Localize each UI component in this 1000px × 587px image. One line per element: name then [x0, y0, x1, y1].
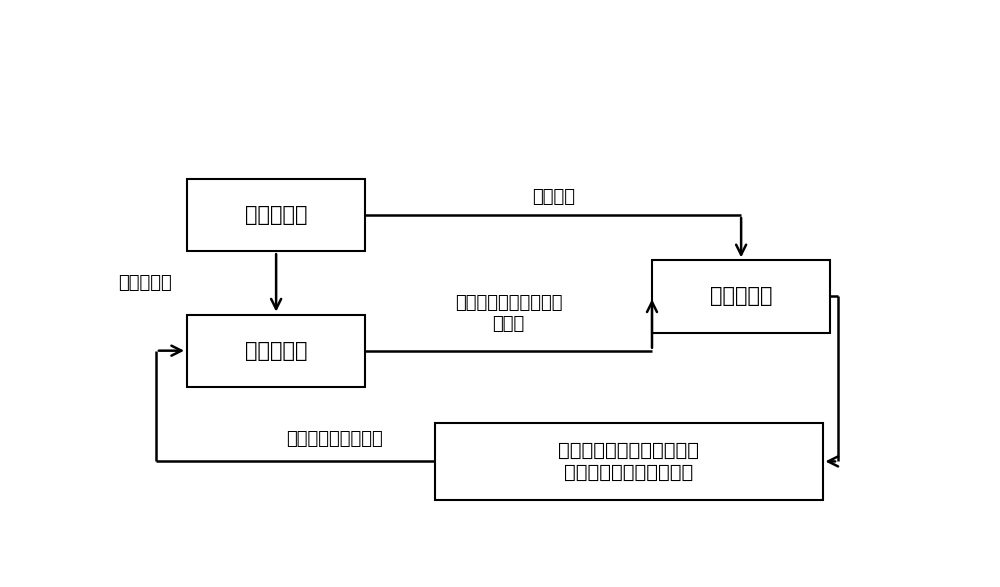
FancyBboxPatch shape — [652, 260, 830, 333]
Text: 解常微分方程得到的模
型输出: 解常微分方程得到的模 型输出 — [455, 294, 562, 333]
Text: 基于改进粒子群优化算法的
同步风力发电机参数辨识: 基于改进粒子群优化算法的 同步风力发电机参数辨识 — [558, 441, 699, 482]
FancyBboxPatch shape — [435, 423, 822, 500]
FancyBboxPatch shape — [187, 179, 365, 251]
FancyBboxPatch shape — [187, 315, 365, 387]
Text: 适应度评估: 适应度评估 — [710, 286, 772, 306]
Text: 模型输入量: 模型输入量 — [118, 274, 172, 292]
Text: 辨识出的发电机参数: 辨识出的发电机参数 — [286, 430, 383, 448]
Text: 测量输出: 测量输出 — [532, 188, 575, 206]
Text: 发电机模型: 发电机模型 — [245, 340, 307, 360]
Text: 实际发电机: 实际发电机 — [245, 205, 307, 225]
